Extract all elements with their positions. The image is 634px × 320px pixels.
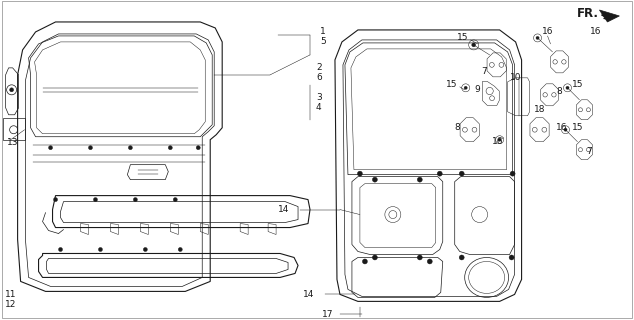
Text: 8: 8: [455, 123, 460, 132]
Text: 17: 17: [322, 310, 333, 319]
Circle shape: [143, 247, 147, 252]
Circle shape: [49, 146, 53, 150]
Text: 14: 14: [278, 205, 290, 214]
Text: 18: 18: [534, 105, 545, 114]
Text: 12: 12: [4, 300, 16, 309]
Text: 15: 15: [572, 123, 583, 132]
Circle shape: [168, 146, 172, 150]
Circle shape: [53, 197, 58, 202]
Circle shape: [372, 177, 377, 182]
Text: 9: 9: [475, 85, 481, 94]
Circle shape: [197, 146, 200, 150]
Circle shape: [173, 197, 178, 202]
Circle shape: [10, 88, 13, 92]
Text: 15: 15: [572, 80, 583, 89]
Circle shape: [459, 255, 464, 260]
Circle shape: [128, 146, 133, 150]
Polygon shape: [599, 10, 619, 22]
Circle shape: [509, 255, 514, 260]
Text: 1: 1: [320, 28, 326, 36]
Circle shape: [437, 171, 443, 176]
Circle shape: [178, 247, 182, 252]
Text: FR.: FR.: [576, 7, 598, 20]
Text: 16: 16: [492, 137, 503, 146]
Circle shape: [536, 36, 539, 39]
Text: 11: 11: [4, 290, 16, 299]
Circle shape: [372, 255, 377, 260]
Circle shape: [427, 259, 432, 264]
Text: 4: 4: [316, 103, 321, 112]
Circle shape: [363, 259, 367, 264]
Text: 14: 14: [303, 290, 314, 299]
Text: 5: 5: [320, 37, 326, 46]
Circle shape: [93, 197, 98, 202]
Text: 2: 2: [316, 63, 321, 72]
Text: 15: 15: [446, 80, 458, 89]
Text: 16: 16: [556, 123, 567, 132]
Text: 6: 6: [316, 73, 321, 82]
Circle shape: [417, 255, 422, 260]
Text: 3: 3: [316, 93, 321, 102]
Text: 7: 7: [586, 147, 592, 156]
Circle shape: [472, 43, 476, 47]
Circle shape: [358, 171, 363, 176]
Text: 16: 16: [542, 28, 553, 36]
Circle shape: [464, 86, 467, 89]
Circle shape: [564, 128, 567, 131]
Text: 15: 15: [457, 33, 469, 43]
Circle shape: [58, 247, 63, 252]
Circle shape: [498, 138, 501, 141]
Text: 13: 13: [6, 138, 18, 147]
Circle shape: [89, 146, 93, 150]
Text: 10: 10: [510, 73, 521, 82]
Text: 16: 16: [590, 28, 601, 36]
Circle shape: [459, 171, 464, 176]
Text: 7: 7: [481, 67, 486, 76]
Circle shape: [566, 86, 569, 89]
Circle shape: [417, 177, 422, 182]
Circle shape: [98, 247, 103, 252]
Circle shape: [510, 171, 515, 176]
Circle shape: [133, 197, 138, 202]
Text: 8: 8: [557, 87, 562, 96]
